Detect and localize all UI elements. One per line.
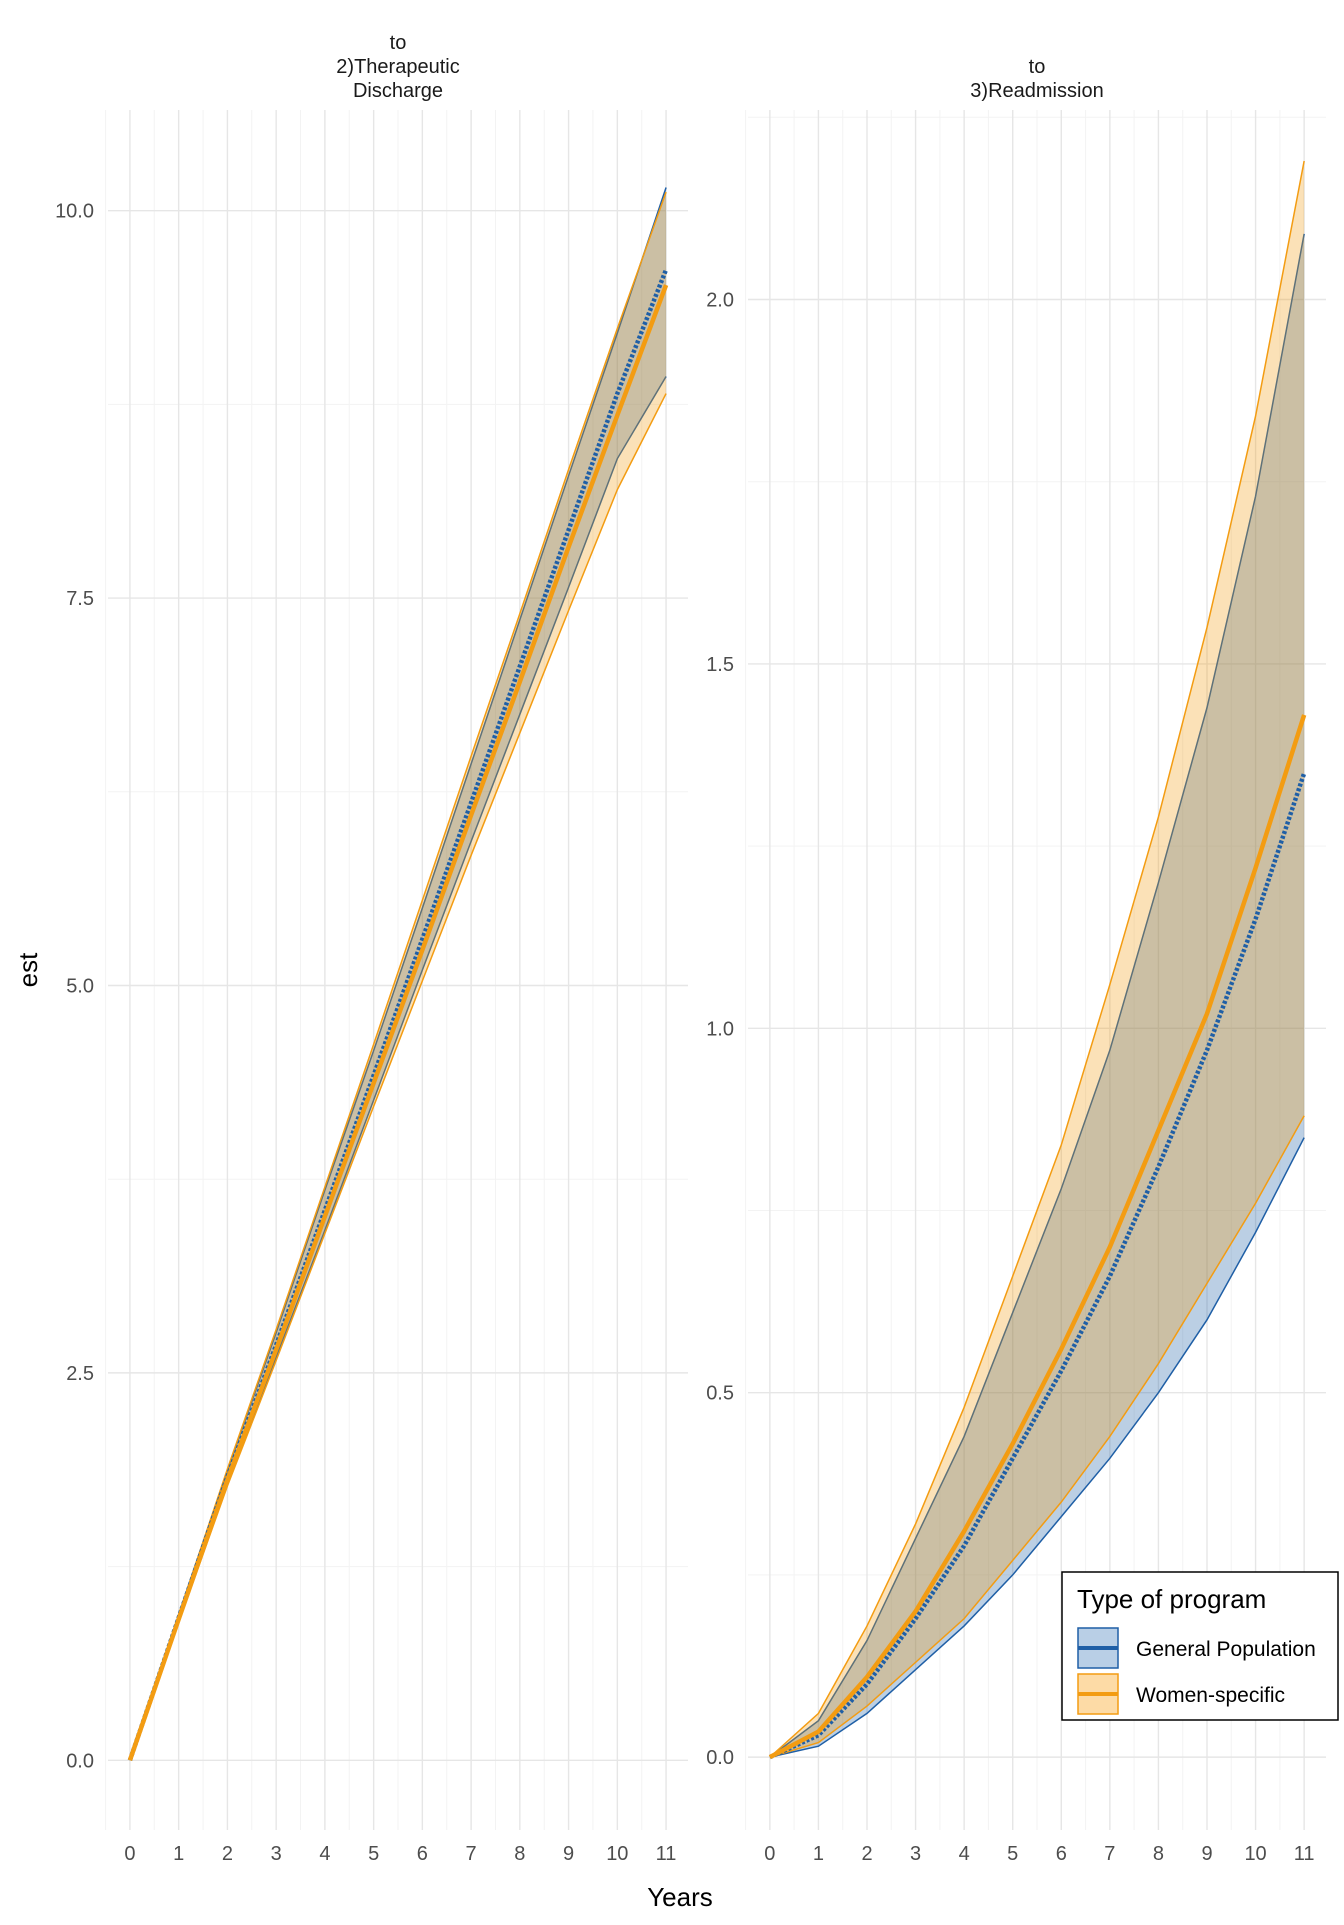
x-tick-label: 5 [1007, 1843, 1018, 1865]
x-axis-title: Years [647, 1882, 713, 1912]
x-tick-label: 8 [1153, 1843, 1164, 1865]
x-tick-label: 4 [319, 1843, 330, 1865]
x-tick-label: 0 [764, 1843, 775, 1865]
x-tick-label: 1 [173, 1843, 184, 1865]
x-tick-label: 9 [1201, 1843, 1212, 1865]
x-tick-label: 7 [1104, 1843, 1115, 1865]
x-tick-label: 0 [124, 1843, 135, 1865]
legend-label: General Population [1136, 1638, 1316, 1661]
panel-title-line: 2)Therapeutic [336, 56, 459, 78]
y-tick-label: 10.0 [55, 201, 94, 223]
y-tick-label: 0.0 [66, 1750, 94, 1772]
x-tick-label: 3 [910, 1843, 921, 1865]
x-tick-label: 8 [514, 1843, 525, 1865]
x-tick-label: 1 [813, 1843, 824, 1865]
legend-label: Women-specific [1136, 1684, 1285, 1707]
legend-title: Type of program [1077, 1584, 1266, 1614]
y-tick-label: 1.5 [706, 654, 734, 676]
x-tick-label: 9 [563, 1843, 574, 1865]
panel-title-line: Discharge [353, 80, 443, 102]
x-tick-label: 4 [959, 1843, 970, 1865]
y-tick-label: 1.0 [706, 1018, 734, 1040]
x-tick-label: 10 [1244, 1843, 1266, 1865]
x-tick-label: 3 [271, 1843, 282, 1865]
panel-title-line: 3)Readmission [970, 80, 1103, 102]
y-tick-label: 2.0 [706, 289, 734, 311]
x-tick-label: 6 [417, 1843, 428, 1865]
y-tick-label: 5.0 [66, 975, 94, 997]
x-tick-label: 11 [1294, 1843, 1315, 1865]
x-tick-label: 5 [368, 1843, 379, 1865]
y-axis-title: est [13, 952, 43, 987]
y-tick-label: 0.5 [706, 1383, 734, 1405]
x-tick-label: 2 [222, 1843, 233, 1865]
x-tick-label: 7 [466, 1843, 477, 1865]
panel-title-line: to [1029, 56, 1046, 78]
x-tick-label: 6 [1056, 1843, 1067, 1865]
x-tick-label: 10 [606, 1843, 628, 1865]
y-tick-label: 2.5 [66, 1363, 94, 1385]
x-tick-label: 2 [861, 1843, 872, 1865]
x-tick-label: 11 [656, 1843, 677, 1865]
panel-title-line: to [390, 32, 407, 54]
y-tick-label: 7.5 [66, 588, 94, 610]
y-tick-label: 0.0 [706, 1747, 734, 1769]
